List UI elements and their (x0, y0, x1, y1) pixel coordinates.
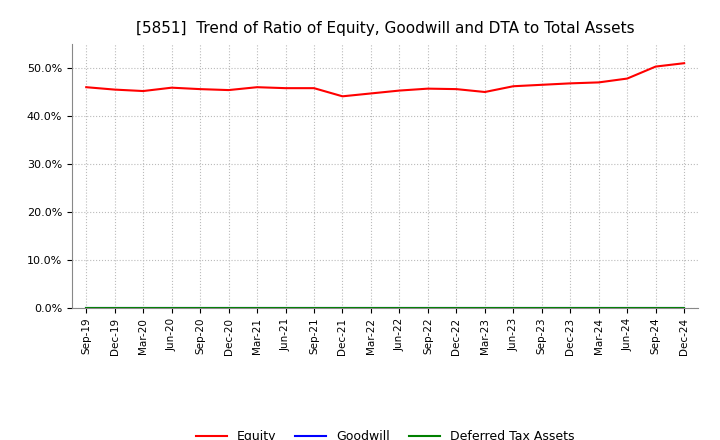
Goodwill (509, 305, 518, 311)
Goodwill (196, 305, 204, 311)
Equity (566, 81, 575, 86)
Deferred Tax Assets (509, 305, 518, 311)
Deferred Tax Assets (110, 305, 119, 311)
Goodwill (310, 305, 318, 311)
Equity (253, 84, 261, 90)
Equity (366, 91, 375, 96)
Deferred Tax Assets (225, 305, 233, 311)
Equity (623, 76, 631, 81)
Deferred Tax Assets (395, 305, 404, 311)
Goodwill (595, 305, 603, 311)
Deferred Tax Assets (139, 305, 148, 311)
Goodwill (623, 305, 631, 311)
Title: [5851]  Trend of Ratio of Equity, Goodwill and DTA to Total Assets: [5851] Trend of Ratio of Equity, Goodwil… (136, 21, 634, 36)
Deferred Tax Assets (452, 305, 461, 311)
Goodwill (82, 305, 91, 311)
Deferred Tax Assets (537, 305, 546, 311)
Equity (652, 64, 660, 69)
Goodwill (110, 305, 119, 311)
Goodwill (566, 305, 575, 311)
Deferred Tax Assets (366, 305, 375, 311)
Equity (595, 80, 603, 85)
Equity (680, 61, 688, 66)
Equity (110, 87, 119, 92)
Deferred Tax Assets (423, 305, 432, 311)
Equity (82, 84, 91, 90)
Goodwill (537, 305, 546, 311)
Deferred Tax Assets (167, 305, 176, 311)
Equity (167, 85, 176, 90)
Equity (225, 88, 233, 93)
Equity (310, 85, 318, 91)
Goodwill (480, 305, 489, 311)
Goodwill (282, 305, 290, 311)
Deferred Tax Assets (652, 305, 660, 311)
Goodwill (225, 305, 233, 311)
Goodwill (680, 305, 688, 311)
Deferred Tax Assets (480, 305, 489, 311)
Goodwill (395, 305, 404, 311)
Equity (423, 86, 432, 91)
Deferred Tax Assets (338, 305, 347, 311)
Equity (395, 88, 404, 93)
Deferred Tax Assets (566, 305, 575, 311)
Goodwill (253, 305, 261, 311)
Goodwill (338, 305, 347, 311)
Deferred Tax Assets (82, 305, 91, 311)
Equity (537, 82, 546, 88)
Deferred Tax Assets (623, 305, 631, 311)
Line: Equity: Equity (86, 63, 684, 96)
Equity (480, 89, 489, 95)
Deferred Tax Assets (282, 305, 290, 311)
Deferred Tax Assets (680, 305, 688, 311)
Goodwill (423, 305, 432, 311)
Deferred Tax Assets (595, 305, 603, 311)
Equity (282, 85, 290, 91)
Equity (338, 94, 347, 99)
Goodwill (652, 305, 660, 311)
Equity (196, 87, 204, 92)
Equity (452, 87, 461, 92)
Deferred Tax Assets (253, 305, 261, 311)
Equity (509, 84, 518, 89)
Goodwill (167, 305, 176, 311)
Goodwill (139, 305, 148, 311)
Equity (139, 88, 148, 94)
Goodwill (366, 305, 375, 311)
Legend: Equity, Goodwill, Deferred Tax Assets: Equity, Goodwill, Deferred Tax Assets (191, 425, 580, 440)
Goodwill (452, 305, 461, 311)
Deferred Tax Assets (310, 305, 318, 311)
Deferred Tax Assets (196, 305, 204, 311)
